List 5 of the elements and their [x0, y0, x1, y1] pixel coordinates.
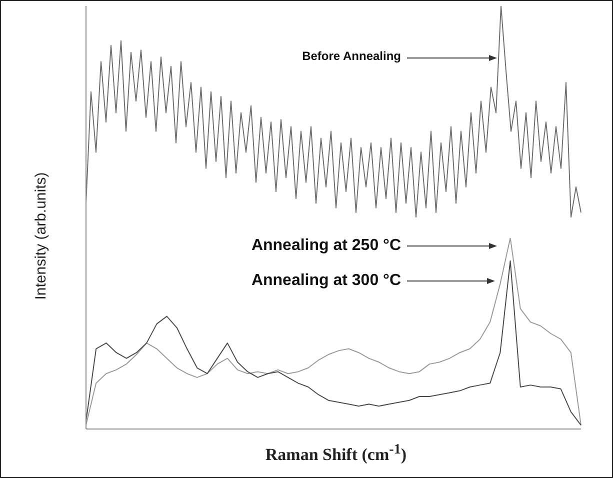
annotation: Annealing at 300 °C	[251, 272, 401, 289]
annotation: Annealing at 250 °C	[251, 237, 401, 254]
y-axis-title: Intensity (arb.units)	[32, 172, 50, 300]
x-axis-title: Raman Shift (cm$^{-1}$)	[265, 441, 407, 464]
annotation: Before Annealing	[302, 49, 401, 63]
